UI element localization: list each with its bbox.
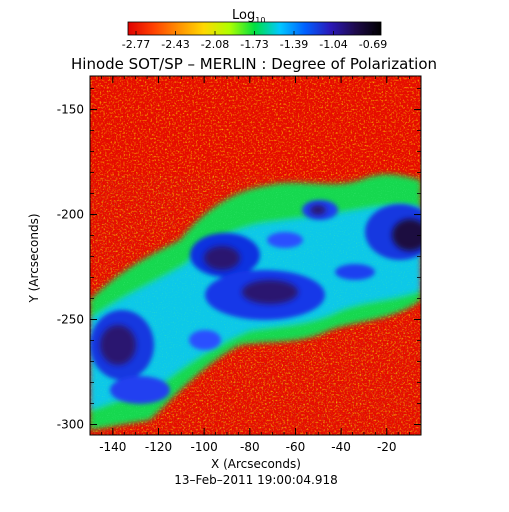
colorbar-tick-label: -1.39 [280, 38, 308, 51]
colorbar-tick-label: -2.43 [161, 38, 189, 51]
colorbar-tick-label: -2.08 [201, 38, 229, 51]
plot-frame [89, 75, 422, 436]
y-tick-label: -250 [57, 313, 84, 327]
colorbar: Log10 -2.77 -2.43 -2.08 -1.73 -1.39 -1.04 -0.6… [122, 8, 387, 51]
map-sunspot-cores [100, 205, 421, 365]
x-axis-ticks: -140 -120 -100 -80 -60 -40 -20 [89, 76, 422, 454]
y-tick-label: -150 [57, 103, 84, 117]
colorbar-label: Log10 [232, 8, 265, 25]
x-tick-label: -40 [331, 440, 351, 454]
colorbar-ticks: -2.77 -2.43 -2.08 -1.73 -1.39 -1.04 -0.69 [122, 31, 387, 51]
x-tick-label: -100 [191, 440, 218, 454]
y-axis-label: Y (Arcseconds) [27, 213, 41, 303]
x-tick-label: -120 [145, 440, 172, 454]
x-tick-label: -60 [286, 440, 306, 454]
x-axis-label: X (Arcseconds) [211, 457, 301, 471]
y-tick-label: -300 [57, 418, 84, 432]
timestamp: 13–Feb–2011 19:00:04.918 [174, 473, 337, 487]
colorbar-tick-label: -2.77 [122, 38, 150, 51]
x-tick-label: -20 [377, 440, 397, 454]
colorbar-tick-label: -1.04 [319, 38, 347, 51]
y-axis-ticks: -150 -200 -250 -300 [57, 88, 421, 432]
polarization-map [90, 76, 421, 435]
plot-title: Hinode SOT/SP – MERLIN : Degree of Polar… [71, 55, 437, 73]
x-tick-label: -80 [240, 440, 260, 454]
x-tick-label: -140 [99, 440, 126, 454]
y-tick-label: -200 [57, 208, 84, 222]
colorbar-tick-label: -1.73 [240, 38, 268, 51]
colorbar-tick-label: -0.69 [359, 38, 387, 51]
